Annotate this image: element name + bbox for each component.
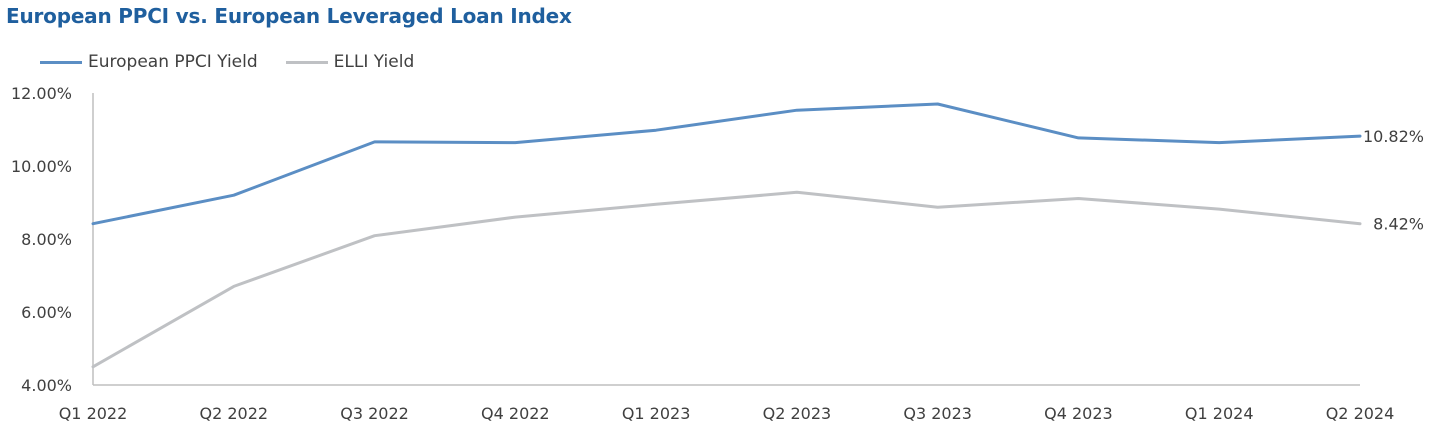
end-value-label-ppci: 10.82% — [1363, 127, 1424, 146]
x-tick-label: Q1 2024 — [1185, 404, 1254, 423]
legend-swatch-elli — [285, 60, 328, 64]
y-tick-label: 10.00% — [11, 157, 72, 176]
legend: European PPCI Yield ELLI Yield — [40, 52, 442, 72]
x-tick-label: Q4 2022 — [481, 404, 550, 423]
x-tick-label: Q1 2022 — [59, 404, 128, 423]
x-tick-label: Q2 2023 — [763, 404, 832, 423]
x-tick-label: Q1 2023 — [622, 404, 691, 423]
y-tick-label: 12.00% — [11, 84, 72, 103]
y-tick-label: 8.00% — [21, 230, 72, 249]
chart-title: European PPCI vs. European Leveraged Loa… — [6, 4, 572, 28]
series-line-elli — [91, 190, 1362, 369]
x-tick-label: Q2 2024 — [1326, 404, 1395, 423]
legend-item-elli: ELLI Yield — [285, 52, 415, 72]
x-tick-label: Q4 2023 — [1044, 404, 1113, 423]
legend-label-ppci: European PPCI Yield — [88, 52, 258, 72]
end-value-label-elli: 8.42% — [1373, 215, 1424, 234]
y-tick-label: 4.00% — [21, 376, 72, 395]
legend-item-ppci: European PPCI Yield — [40, 52, 258, 72]
legend-label-elli: ELLI Yield — [333, 52, 415, 72]
series-line-ppci — [91, 102, 1362, 226]
x-tick-label: Q2 2022 — [199, 404, 268, 423]
x-tick-label: Q3 2022 — [340, 404, 409, 423]
y-tick-label: 6.00% — [21, 303, 72, 322]
legend-swatch-ppci — [40, 60, 82, 64]
x-tick-label: Q3 2023 — [903, 404, 972, 423]
